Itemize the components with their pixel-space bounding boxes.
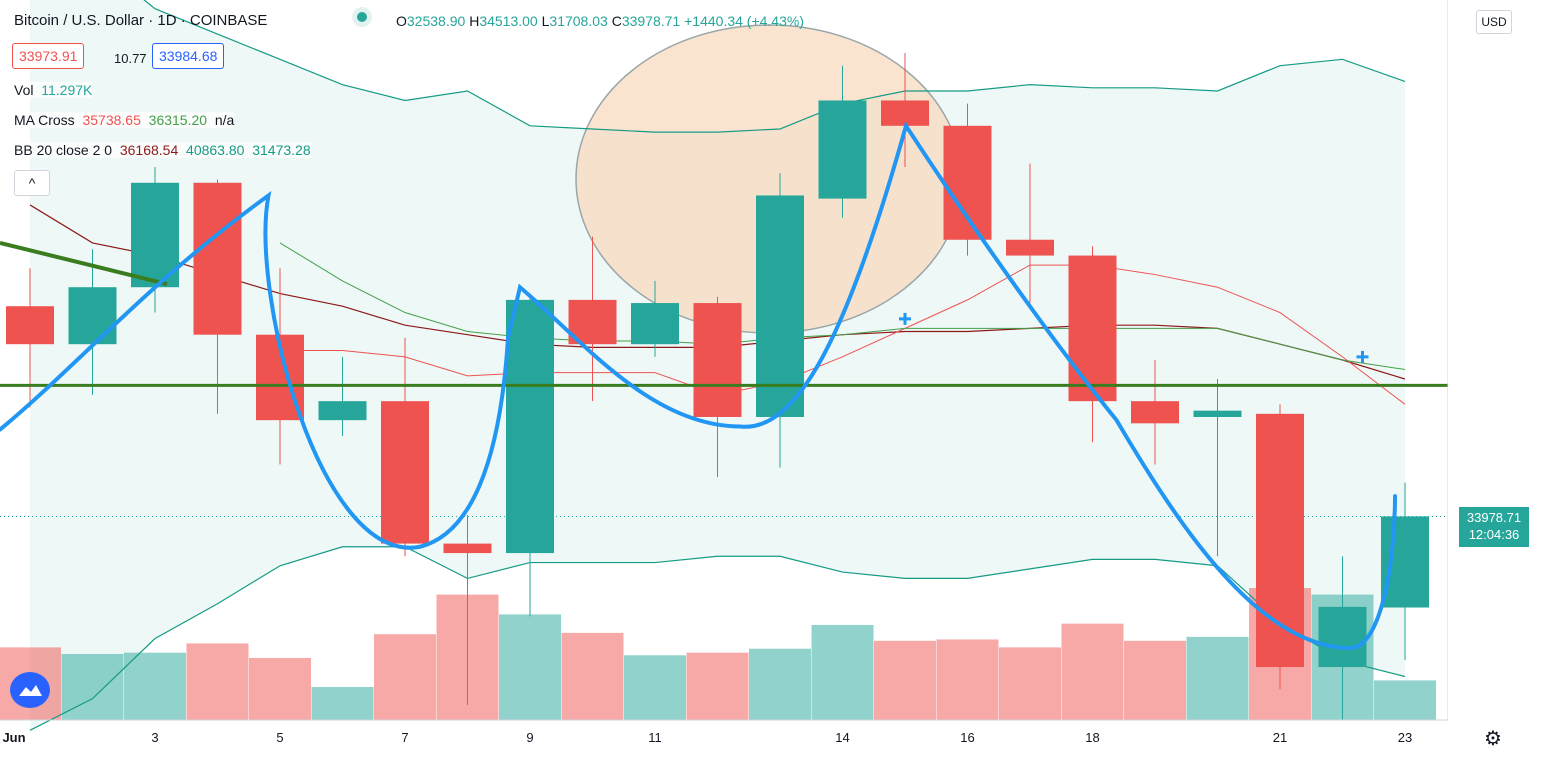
time-tick-label: 9 bbox=[526, 730, 533, 745]
candle-body bbox=[881, 100, 929, 126]
legend-volume[interactable]: Vol 11.297K bbox=[14, 82, 93, 98]
buy-button[interactable]: 33984.68 bbox=[152, 43, 225, 69]
volume-bar bbox=[1374, 680, 1436, 720]
volume-bar bbox=[124, 652, 186, 720]
time-tick-label: 18 bbox=[1085, 730, 1099, 745]
close-value: 33978.71 bbox=[621, 13, 681, 29]
volume-bar bbox=[749, 648, 811, 720]
bar-countdown: 12:04:36 bbox=[1468, 527, 1520, 542]
high-value: 34513.00 bbox=[479, 13, 538, 29]
volume-bar bbox=[186, 643, 249, 720]
spread-value: 10.77 bbox=[114, 51, 147, 66]
ma-slow-line bbox=[279, 242, 1406, 371]
market-status-icon bbox=[357, 12, 367, 22]
candle-body bbox=[443, 543, 492, 554]
volume-bar bbox=[561, 632, 624, 720]
time-tick-label: 21 bbox=[1273, 730, 1287, 745]
change-value: +1440.34 (+4.43%) bbox=[684, 13, 804, 29]
candle-body bbox=[1068, 255, 1117, 402]
candle-body bbox=[756, 195, 804, 417]
candle-body bbox=[318, 401, 367, 421]
candle-body bbox=[381, 401, 429, 544]
volume-bars bbox=[0, 588, 1436, 720]
candle-body bbox=[1193, 410, 1242, 417]
candle-body bbox=[1381, 516, 1429, 608]
symbol-title[interactable]: Bitcoin / U.S. Dollar · 1D · COINBASE bbox=[14, 12, 268, 29]
gear-icon[interactable]: ⚙ bbox=[1484, 728, 1502, 750]
volume-bar bbox=[249, 657, 311, 720]
time-tick-label: 7 bbox=[401, 730, 408, 745]
trend-line bbox=[0, 240, 168, 286]
crosshair-marker-icon bbox=[899, 312, 911, 325]
low-value: 31708.03 bbox=[549, 13, 608, 29]
tradingview-logo-icon[interactable] bbox=[10, 672, 50, 708]
volume-bar bbox=[874, 640, 936, 720]
open-value: 32538.90 bbox=[406, 13, 466, 29]
volume-bar bbox=[686, 652, 749, 720]
time-tick-label: Jun bbox=[2, 730, 25, 745]
legend-ma-cross[interactable]: MA Cross 35738.65 36315.20 n/a bbox=[14, 112, 235, 128]
volume-bar bbox=[624, 655, 686, 720]
candle-body bbox=[1131, 401, 1179, 424]
volume-bar bbox=[1124, 640, 1186, 720]
time-tick-label: 3 bbox=[151, 730, 158, 745]
candle-body bbox=[943, 125, 992, 240]
ma-fast-line bbox=[280, 264, 1406, 405]
candle-body bbox=[693, 303, 742, 417]
legend-bollinger[interactable]: BB 20 close 2 0 36168.54 40863.80 31473.… bbox=[14, 142, 311, 158]
volume-bar bbox=[1186, 636, 1249, 720]
candle-body bbox=[131, 182, 179, 288]
candle-body bbox=[818, 100, 867, 199]
candlesticks[interactable] bbox=[6, 53, 1429, 720]
last-price-value: 33978.71 bbox=[1466, 510, 1522, 525]
time-tick-label: 23 bbox=[1398, 730, 1412, 745]
currency-label[interactable]: USD bbox=[1476, 10, 1512, 34]
crosshair-marker-icon bbox=[1356, 350, 1369, 363]
time-tick-label: 11 bbox=[648, 730, 662, 745]
last-price-label: 33978.71 12:04:36 bbox=[1459, 507, 1529, 547]
time-tick-label: 14 bbox=[835, 730, 849, 745]
candle-body bbox=[1006, 239, 1054, 256]
time-tick-label: 5 bbox=[276, 730, 283, 745]
candle-body bbox=[631, 303, 679, 345]
indicator-lines bbox=[0, 0, 1448, 731]
volume-bar bbox=[811, 624, 874, 720]
ohlc-readout: O32538.90 H34513.00 L31708.03 C33978.71 … bbox=[396, 13, 804, 29]
sell-button[interactable]: 33973.91 bbox=[12, 43, 85, 69]
volume-bar bbox=[1061, 623, 1124, 720]
bollinger-upper-line bbox=[143, 0, 1406, 133]
price-axis-bg bbox=[1448, 0, 1542, 761]
drawings[interactable] bbox=[0, 121, 1448, 651]
candle-body bbox=[6, 306, 54, 345]
volume-bar bbox=[311, 687, 374, 720]
time-tick-label: 16 bbox=[960, 730, 974, 745]
volume-bar bbox=[936, 639, 999, 720]
chevron-up-icon[interactable]: ^ bbox=[14, 170, 50, 196]
candle-body bbox=[1318, 606, 1367, 668]
candle-body bbox=[506, 299, 554, 554]
volume-bar bbox=[499, 614, 561, 720]
candle-body bbox=[68, 287, 117, 345]
volume-bar bbox=[999, 647, 1061, 720]
hand-drawn-curve bbox=[0, 121, 1397, 651]
candle-body bbox=[1256, 413, 1304, 668]
bollinger-lower-line bbox=[29, 546, 1406, 731]
candle-body bbox=[193, 182, 242, 335]
volume-bar bbox=[374, 634, 436, 720]
